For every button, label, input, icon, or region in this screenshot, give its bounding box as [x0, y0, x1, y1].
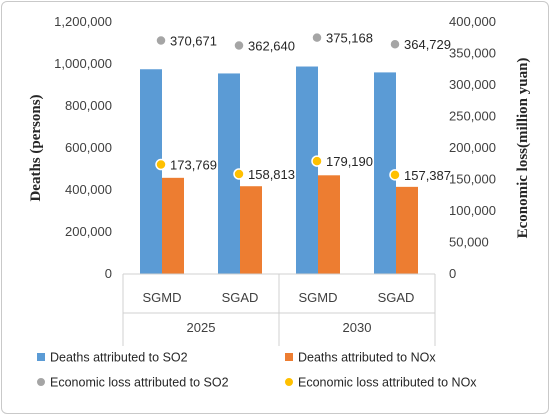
y-tick-label: 200,000	[65, 224, 112, 239]
marker-so2-loss	[233, 39, 245, 52]
marker-nox-loss	[233, 168, 245, 180]
legend-swatch	[36, 377, 46, 387]
y2-tick-label: 400,000	[449, 14, 496, 29]
y-tick-label: 1,000,000	[54, 56, 112, 71]
y2-tick-label: 200,000	[449, 140, 496, 155]
y-tick-label: 1,200,000	[54, 14, 112, 29]
legend-label: Economic loss attributed to SO2	[50, 376, 229, 390]
y2-tick-label: 300,000	[449, 77, 496, 92]
bar-so2-deaths	[374, 72, 396, 275]
group-label: 2030	[343, 320, 372, 335]
y-axis-title: Deaths (persons)	[28, 94, 44, 201]
marker-nox-loss	[155, 158, 167, 171]
legend-label: Deaths attributed to SO2	[50, 351, 188, 365]
legend-swatch	[284, 377, 294, 387]
marker-nox-loss	[389, 169, 401, 181]
y-tick-label: 600,000	[65, 140, 112, 155]
x-tick-label: SGMD	[299, 290, 338, 305]
y2-tick-label: 250,000	[449, 109, 496, 124]
marker-nox-loss	[311, 155, 323, 167]
x-tick-label: SGMD	[143, 290, 182, 305]
data-label-so2-loss: 375,168	[326, 31, 373, 46]
x-tick-label: SGAD	[378, 290, 415, 305]
legend-swatch	[37, 353, 45, 361]
data-label-nox-loss: 179,190	[326, 154, 373, 169]
y2-tick-label: 150,000	[449, 172, 496, 187]
legend-swatch	[285, 353, 293, 361]
data-label-nox-loss: 158,813	[248, 167, 295, 182]
data-label-so2-loss: 370,671	[170, 33, 217, 48]
bar-so2-deaths	[218, 73, 240, 274]
y-tick-label: 400,000	[65, 182, 112, 197]
x-tick-label: SGAD	[222, 290, 259, 305]
y2-axis-title: Economic loss(million yuan)	[515, 58, 531, 239]
y2-tick-label: 0	[449, 266, 456, 281]
data-label-so2-loss: 362,640	[248, 39, 295, 54]
bar-so2-deaths	[296, 66, 318, 275]
marker-so2-loss	[155, 34, 167, 47]
bar-nox-deaths	[162, 177, 184, 274]
y2-tick-label: 100,000	[449, 203, 496, 218]
marker-so2-loss	[389, 38, 401, 50]
legend-label: Deaths attributed to NOx	[298, 351, 436, 365]
marker-so2-loss	[311, 31, 323, 44]
data-label-nox-loss: 173,769	[170, 158, 217, 173]
y2-tick-label: 50,000	[449, 235, 489, 250]
bar-nox-deaths	[318, 175, 340, 274]
data-label-so2-loss: 364,729	[404, 37, 451, 52]
bar-so2-deaths	[140, 69, 162, 274]
y-tick-label: 800,000	[65, 98, 112, 113]
y2-tick-label: 350,000	[449, 46, 496, 61]
bar-nox-deaths	[396, 186, 418, 274]
bar-nox-deaths	[240, 186, 262, 274]
group-label: 2025	[187, 320, 216, 335]
y-tick-label: 0	[105, 266, 112, 281]
legend-label: Economic loss attributed to NOx	[298, 376, 477, 390]
data-label-nox-loss: 157,387	[404, 168, 451, 183]
